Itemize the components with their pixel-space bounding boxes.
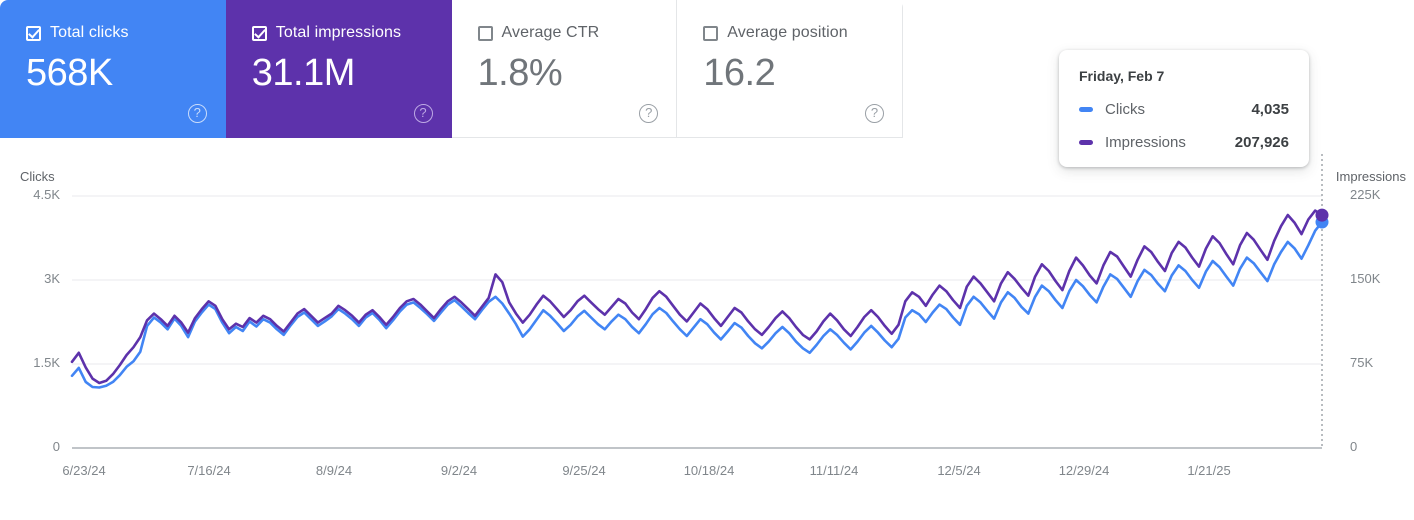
help-icon[interactable]: ? (865, 104, 884, 123)
x-axis-tick: 9/2/24 (440, 463, 478, 478)
left-axis-title: Clicks (20, 169, 55, 184)
metric-card-total-impressions[interactable]: Total impressions 31.1M? (225, 0, 452, 138)
metric-card-label: Average CTR (501, 24, 600, 41)
metric-card-header: Average position (703, 24, 902, 42)
tooltip-row: Impressions 207,926 (1079, 134, 1289, 151)
metric-card-label: Total impressions (275, 24, 402, 41)
metric-card-header: Total impressions (251, 24, 451, 42)
left-axis-tick: 1.5K (33, 355, 60, 370)
left-axis-tick: 3K (44, 271, 60, 286)
right-axis-tick: 150K (1350, 271, 1381, 286)
right-axis-tick: 0 (1350, 439, 1358, 454)
series-line-clicks (70, 220, 1324, 389)
metric-cards: Total clicks 568K? Total impressions 31.1M?… (0, 0, 903, 138)
right-axis-tick: 75K (1350, 355, 1374, 370)
x-axis-tick: 12/5/24 (937, 463, 981, 478)
x-axis-tick: 1/21/25 (1187, 463, 1231, 478)
checkbox-icon[interactable] (703, 25, 719, 41)
metric-card-average-ctr[interactable]: Average CTR 1.8%? (451, 0, 678, 138)
chart-tooltip: Friday, Feb 7 Clicks 4,035 Impressions 207,… (1059, 50, 1309, 167)
metric-card-average-position[interactable]: Average position 16.2? (677, 0, 903, 138)
tooltip-series-name: Clicks (1105, 101, 1145, 118)
metric-card-total-clicks[interactable]: Total clicks 568K? (0, 0, 226, 138)
tooltip-series-value: 4,035 (1251, 101, 1289, 118)
series-color-swatch (1079, 140, 1093, 145)
right-axis-title: Impressions (1335, 169, 1406, 184)
metric-card-header: Average CTR (477, 24, 677, 42)
metric-card-value: 16.2 (703, 52, 776, 94)
tooltip-rows: Clicks 4,035 Impressions 207,926 (1079, 101, 1289, 151)
x-axis-tick: 7/16/24 (187, 463, 231, 478)
metric-card-value: 1.8% (477, 52, 563, 94)
checkbox-icon[interactable] (26, 25, 41, 41)
series-color-swatch (1079, 107, 1093, 112)
left-axis-tick: 0 (52, 439, 60, 454)
series-line-impressions (70, 209, 1324, 385)
x-axis-tick: 8/9/24 (315, 463, 353, 478)
x-axis-tick: 9/25/24 (562, 463, 606, 478)
checkbox-icon[interactable] (251, 25, 267, 41)
tooltip-row: Clicks 4,035 (1079, 101, 1289, 118)
tooltip-date: Friday, Feb 7 (1079, 68, 1165, 84)
metric-card-value: 31.1M (251, 52, 356, 94)
help-icon[interactable]: ? (639, 104, 659, 123)
performance-chart[interactable]: Clicks Impressions 0 1.5K 3K 4.5K 0 75K 150K 2… (0, 138, 1414, 520)
checkbox-icon[interactable] (477, 25, 493, 41)
metric-card-value: 568K (26, 52, 113, 94)
tooltip-series-value: 207,926 (1234, 134, 1289, 151)
help-icon[interactable]: ? (187, 104, 207, 123)
help-icon[interactable]: ? (413, 104, 433, 123)
metric-card-label: Average position (727, 24, 848, 41)
x-axis-tick: 12/29/24 (1058, 463, 1110, 478)
x-axis-tick: 11/11/24 (809, 463, 859, 478)
x-axis-tick: 10/18/24 (683, 463, 735, 478)
right-axis-tick: 225K (1350, 187, 1381, 202)
metric-card-header: Total clicks (26, 24, 225, 42)
left-axis-tick: 4.5K (33, 187, 60, 202)
hover-point-impressions (1315, 208, 1329, 222)
x-axis-tick: 6/23/24 (62, 463, 106, 478)
chart-plot-area[interactable] (0, 138, 1414, 520)
metric-card-label: Total clicks (50, 24, 129, 41)
tooltip-series-name: Impressions (1105, 134, 1186, 151)
